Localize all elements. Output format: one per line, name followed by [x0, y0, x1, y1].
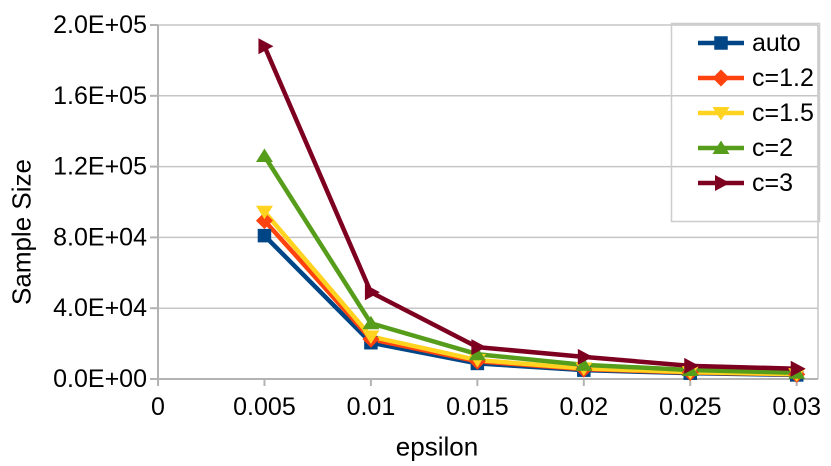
legend: auto c=1.2 c=1.5 c=2 c=3 [670, 22, 821, 223]
triangle-right-marker [790, 360, 806, 377]
triangle-right-marker [258, 38, 274, 55]
triangle-down-icon [712, 107, 730, 121]
triangle-right-icon [715, 175, 730, 191]
triangle-down-marker [255, 205, 273, 220]
series-line-c=3 [262, 45, 797, 371]
triangle-right-marker [471, 339, 487, 356]
x-tick-label: 0.01 [347, 393, 396, 421]
legend-label: c=3 [752, 169, 793, 197]
legend-box [670, 22, 821, 223]
y-axis-title: Sample Size [6, 159, 37, 305]
x-tick-label: 0.03 [772, 393, 821, 421]
legend-item-c=1.5: c=1.5 [698, 99, 814, 127]
square-icon [714, 36, 728, 50]
legend-label: c=1.5 [752, 99, 814, 127]
triangle-up-marker [362, 315, 380, 330]
triangle-right-marker [684, 357, 700, 374]
legend-item-c=2: c=2 [698, 134, 793, 162]
x-axis-title: epsilon [395, 431, 479, 462]
tick-labels: 0.0E+00 4.0E+04 8.0E+04 1.2E+05 1.6E+05 2.0E+… [53, 11, 821, 421]
y-tick-label: 1.6E+05 [53, 82, 147, 110]
legend-label: c=1.2 [752, 64, 814, 92]
y-tick-label: 2.0E+05 [53, 11, 147, 39]
legend-label: c=2 [752, 134, 793, 162]
diamond-marker [255, 212, 273, 230]
x-tick-label: 0.025 [659, 393, 722, 421]
legend-item-c=3: c=3 [698, 169, 793, 197]
triangle-up-marker [468, 346, 486, 361]
gridlines [158, 24, 818, 309]
axes [150, 24, 818, 386]
x-tick-label: 0.02 [559, 393, 608, 421]
square-marker [257, 228, 272, 243]
triangle-up-marker [255, 148, 273, 162]
triangle-right-marker [364, 284, 380, 301]
x-tick-label: 0.005 [233, 393, 296, 421]
triangle-right-marker [577, 348, 593, 365]
triangle-down-marker [362, 330, 380, 345]
series-markers-c=3 [258, 38, 806, 377]
diamond-icon [712, 69, 730, 87]
x-tick-label: 0 [151, 393, 165, 421]
y-tick-label: 4.0E+04 [53, 294, 147, 322]
series-line-c=2 [262, 154, 797, 376]
legend-item-c=1.2: c=1.2 [698, 64, 814, 92]
triangle-up-icon [712, 140, 730, 154]
triangle-up-marker [575, 357, 593, 371]
x-tick-label: 0.015 [446, 393, 509, 421]
legend-label: auto [752, 29, 801, 57]
y-tick-label: 1.2E+05 [53, 153, 147, 181]
legend-item-auto: auto [698, 29, 801, 57]
y-tick-label: 0.0E+00 [53, 365, 147, 393]
series-markers-c=1.5 [255, 205, 806, 382]
y-tick-label: 8.0E+04 [53, 223, 147, 251]
